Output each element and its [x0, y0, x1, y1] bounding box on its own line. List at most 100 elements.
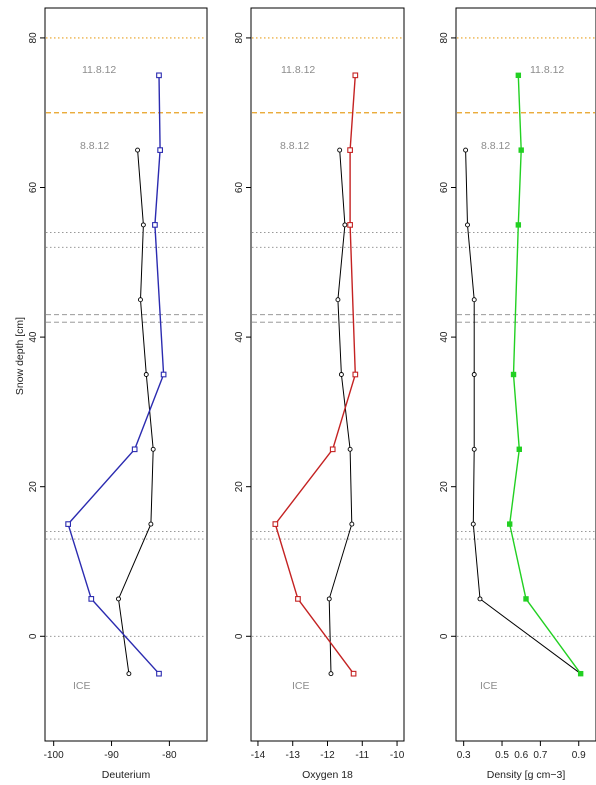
- x-tick-label: -13: [286, 750, 301, 761]
- data-point: [350, 670, 357, 677]
- y-tick-label: 80: [28, 32, 39, 44]
- data-point: [471, 297, 477, 303]
- data-point: [465, 222, 470, 228]
- plot-frame: [455, 7, 596, 742]
- x-tick-label: -12: [320, 750, 335, 761]
- series-late-profile: [506, 72, 584, 677]
- series-line: [274, 75, 357, 675]
- x-axis-title: Deuterium: [102, 769, 151, 781]
- annotation-ice: ICE: [292, 680, 310, 692]
- data-point: [156, 72, 162, 79]
- x-axis-title: Density [g cm−3]: [487, 769, 566, 781]
- data-point: [138, 297, 143, 303]
- series-line: [117, 150, 154, 674]
- data-point: [506, 521, 513, 527]
- y-tick-label: 40: [234, 331, 245, 343]
- x-axis-title: Oxygen 18: [302, 769, 353, 781]
- data-point: [272, 521, 279, 527]
- x-tick-label: 0.5: [495, 750, 509, 761]
- data-point: [471, 446, 477, 452]
- data-point: [470, 521, 476, 527]
- y-tick-label: 20: [234, 481, 245, 493]
- data-point: [326, 596, 332, 602]
- series-early-profile: [463, 147, 584, 677]
- data-point: [328, 671, 334, 677]
- data-point: [349, 521, 355, 527]
- data-point: [338, 372, 344, 377]
- data-point: [65, 521, 71, 527]
- series-line: [67, 75, 165, 675]
- x-tick-label: -80: [162, 750, 177, 761]
- y-axis-title: Snow depth [cm]: [14, 317, 26, 395]
- series-line: [465, 150, 581, 675]
- data-point: [157, 147, 163, 153]
- y-tick-label: 0: [28, 633, 39, 639]
- x-tick-label: -100: [44, 750, 64, 761]
- y-tick-label: 60: [234, 182, 245, 194]
- series-late-profile: [272, 72, 359, 677]
- x-tick-label: 0.7: [533, 750, 547, 761]
- plot-frame: [250, 7, 405, 742]
- data-point: [516, 446, 522, 452]
- annotation-date-late: 11.8.12: [281, 64, 315, 76]
- data-point: [523, 596, 529, 602]
- panel-deuterium: 0 20 40 60 80 -100 -90 -80 Deuterium 11.8.12 8.8.1…: [28, 7, 208, 781]
- annotation-ice: ICE: [73, 680, 91, 692]
- data-point: [131, 446, 138, 453]
- data-point: [143, 372, 149, 377]
- data-point: [347, 446, 353, 452]
- data-point: [160, 371, 167, 378]
- y-tick-label: 40: [28, 331, 39, 343]
- data-point: [352, 371, 359, 378]
- data-point: [337, 147, 343, 153]
- annotation-date-early: 8.8.12: [481, 140, 510, 152]
- data-point: [150, 446, 156, 452]
- data-point: [329, 446, 336, 453]
- x-tick-label: -14: [251, 750, 266, 761]
- x-tick-label: -10: [390, 750, 405, 761]
- y-tick-label: 0: [439, 633, 450, 639]
- annotation-ice: ICE: [480, 680, 498, 692]
- x-tick-label: 0.6: [514, 750, 528, 761]
- data-point: [342, 222, 348, 228]
- series-early-profile: [326, 147, 355, 677]
- data-point: [116, 596, 121, 602]
- data-point: [88, 596, 95, 602]
- x-tick-label: 0.3: [457, 750, 471, 761]
- annotation-date-late: 11.8.12: [82, 64, 116, 76]
- plot-frame: [44, 7, 208, 742]
- annotation-date-early: 8.8.12: [80, 140, 109, 152]
- data-point: [335, 297, 341, 303]
- data-point: [510, 371, 517, 378]
- annotation-date-late: 11.8.12: [530, 64, 564, 76]
- data-point: [347, 222, 353, 228]
- data-point: [148, 521, 154, 527]
- series-late-profile: [65, 72, 167, 677]
- series-line: [508, 75, 582, 675]
- x-tick-label: -90: [104, 750, 119, 761]
- y-tick-label: 80: [234, 32, 245, 44]
- data-point: [518, 147, 524, 153]
- panel-density: 0 20 40 60 80 0.3 0.5 0.7 0.9 0.6 Density [g cm−3]…: [439, 7, 596, 781]
- data-point: [347, 147, 353, 153]
- y-tick-label: 80: [439, 32, 450, 44]
- y-tick-label: 0: [234, 633, 245, 639]
- data-point: [126, 671, 132, 677]
- annotation-date-early: 8.8.12: [280, 140, 309, 152]
- data-point: [515, 72, 522, 79]
- y-tick-label: 60: [439, 182, 450, 194]
- data-point: [352, 72, 359, 79]
- y-tick-label: 60: [28, 182, 39, 194]
- data-point: [152, 222, 158, 228]
- data-point: [463, 147, 469, 153]
- data-point: [135, 147, 141, 153]
- y-tick-label: 20: [439, 481, 450, 493]
- data-point: [295, 596, 301, 602]
- panel-oxygen18: 0 20 40 60 80 -14 -13 -12 -11 -10 Oxygen 18 11.8.12…: [234, 7, 405, 781]
- series-line: [328, 150, 353, 674]
- x-tick-label: 0.9: [572, 750, 586, 761]
- data-point: [477, 596, 483, 602]
- y-tick-label: 20: [28, 481, 39, 493]
